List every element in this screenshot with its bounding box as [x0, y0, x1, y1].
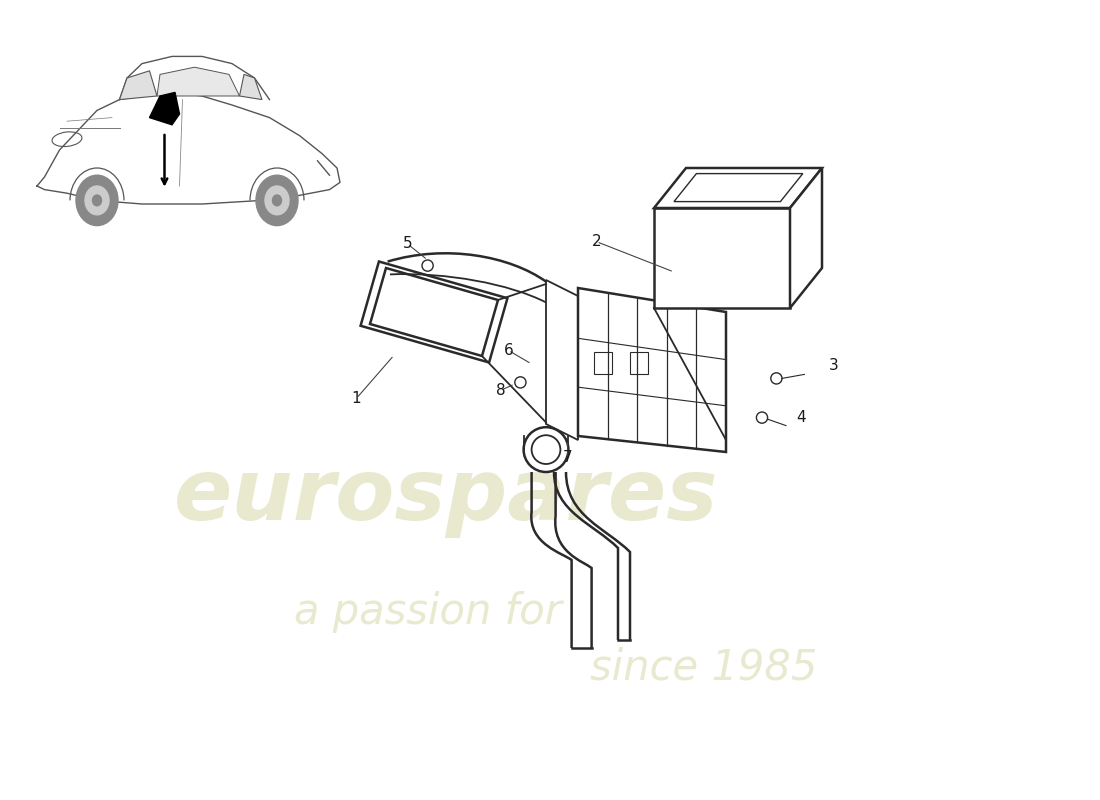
Circle shape — [92, 195, 101, 206]
Text: 8: 8 — [496, 383, 505, 398]
Bar — [594, 351, 612, 374]
Circle shape — [85, 186, 109, 214]
Polygon shape — [120, 70, 157, 100]
Polygon shape — [37, 92, 340, 204]
Text: since 1985: since 1985 — [590, 647, 817, 689]
Text: 2: 2 — [592, 234, 602, 249]
Circle shape — [256, 175, 298, 226]
Circle shape — [273, 195, 282, 206]
Text: 7: 7 — [563, 450, 572, 465]
Polygon shape — [370, 268, 498, 356]
Circle shape — [265, 186, 289, 214]
Polygon shape — [578, 288, 726, 452]
Text: 5: 5 — [403, 237, 412, 251]
Polygon shape — [654, 208, 790, 308]
Text: a passion for: a passion for — [294, 591, 562, 633]
Circle shape — [76, 175, 118, 226]
Text: 4: 4 — [796, 410, 806, 426]
Polygon shape — [240, 74, 262, 100]
Polygon shape — [654, 168, 822, 208]
Text: 6: 6 — [504, 343, 514, 358]
Text: eurospares: eurospares — [174, 455, 718, 538]
Bar — [630, 351, 648, 374]
Text: 3: 3 — [828, 358, 838, 373]
Polygon shape — [790, 168, 822, 308]
Polygon shape — [150, 92, 179, 125]
Polygon shape — [157, 67, 240, 96]
Polygon shape — [546, 280, 578, 440]
Text: 1: 1 — [352, 391, 361, 406]
